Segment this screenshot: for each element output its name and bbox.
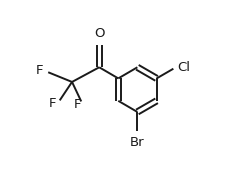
Text: F: F	[73, 98, 81, 111]
Text: Cl: Cl	[176, 61, 189, 74]
Text: Br: Br	[129, 136, 144, 149]
Text: F: F	[36, 64, 43, 77]
Text: O: O	[94, 27, 104, 40]
Text: F: F	[49, 97, 56, 110]
